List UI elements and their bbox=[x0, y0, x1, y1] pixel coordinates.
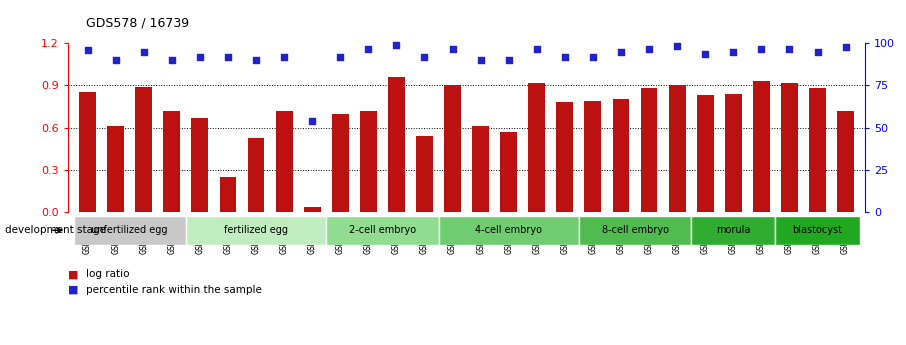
Bar bbox=[107, 126, 124, 212]
Text: 4-cell embryo: 4-cell embryo bbox=[476, 225, 542, 235]
Point bbox=[277, 55, 292, 60]
Point bbox=[165, 57, 179, 63]
Bar bbox=[725, 94, 742, 212]
Point bbox=[726, 49, 740, 54]
Point bbox=[305, 118, 320, 124]
Point bbox=[501, 57, 516, 63]
Bar bbox=[500, 132, 517, 212]
Point bbox=[333, 55, 348, 60]
Bar bbox=[326, 216, 439, 245]
Bar bbox=[219, 177, 236, 212]
Text: unfertilized egg: unfertilized egg bbox=[92, 225, 168, 235]
Bar bbox=[79, 92, 96, 212]
Text: GDS578 / 16739: GDS578 / 16739 bbox=[86, 16, 189, 29]
Point bbox=[249, 57, 264, 63]
Bar bbox=[837, 111, 854, 212]
Bar bbox=[332, 114, 349, 212]
Text: ■: ■ bbox=[68, 269, 79, 279]
Point bbox=[446, 46, 460, 51]
Bar bbox=[697, 95, 714, 212]
Point bbox=[193, 55, 207, 60]
Point bbox=[473, 57, 487, 63]
Bar bbox=[669, 85, 686, 212]
Text: log ratio: log ratio bbox=[86, 269, 130, 279]
Point bbox=[81, 47, 95, 53]
Text: morula: morula bbox=[716, 225, 750, 235]
Point bbox=[137, 49, 151, 54]
Bar bbox=[186, 216, 326, 245]
Bar bbox=[472, 126, 489, 212]
Bar bbox=[73, 216, 186, 245]
Bar bbox=[584, 101, 602, 212]
Point bbox=[221, 55, 236, 60]
Point bbox=[109, 57, 123, 63]
Text: fertilized egg: fertilized egg bbox=[224, 225, 288, 235]
Text: ■: ■ bbox=[68, 285, 79, 295]
Bar bbox=[612, 99, 630, 212]
Bar bbox=[388, 77, 405, 212]
Point bbox=[529, 46, 544, 51]
Bar bbox=[304, 207, 321, 212]
Point bbox=[585, 55, 600, 60]
Point bbox=[641, 46, 656, 51]
Bar bbox=[528, 82, 545, 212]
Bar bbox=[444, 85, 461, 212]
Point bbox=[810, 49, 824, 54]
Point bbox=[390, 42, 404, 47]
Text: percentile rank within the sample: percentile rank within the sample bbox=[86, 285, 262, 295]
Point bbox=[613, 49, 628, 54]
Bar bbox=[579, 216, 691, 245]
Text: 8-cell embryo: 8-cell embryo bbox=[602, 225, 669, 235]
Point bbox=[557, 55, 572, 60]
Bar bbox=[247, 138, 265, 212]
Bar bbox=[556, 102, 573, 212]
Point bbox=[782, 46, 796, 51]
Bar bbox=[360, 111, 377, 212]
Bar bbox=[275, 111, 293, 212]
Bar bbox=[809, 88, 826, 212]
Point bbox=[838, 45, 853, 50]
Point bbox=[361, 46, 376, 51]
Text: development stage: development stage bbox=[5, 225, 105, 235]
Text: blastocyst: blastocyst bbox=[793, 225, 843, 235]
Bar bbox=[776, 216, 860, 245]
Bar bbox=[753, 81, 770, 212]
Point bbox=[754, 46, 768, 51]
Bar bbox=[416, 136, 433, 212]
Bar bbox=[135, 87, 152, 212]
Point bbox=[698, 52, 712, 57]
Bar bbox=[163, 111, 180, 212]
Point bbox=[418, 55, 432, 60]
Bar bbox=[781, 82, 798, 212]
Bar bbox=[191, 118, 208, 212]
Bar bbox=[641, 88, 658, 212]
Text: 2-cell embryo: 2-cell embryo bbox=[349, 225, 416, 235]
Bar bbox=[691, 216, 776, 245]
Bar bbox=[439, 216, 579, 245]
Point bbox=[670, 43, 684, 49]
